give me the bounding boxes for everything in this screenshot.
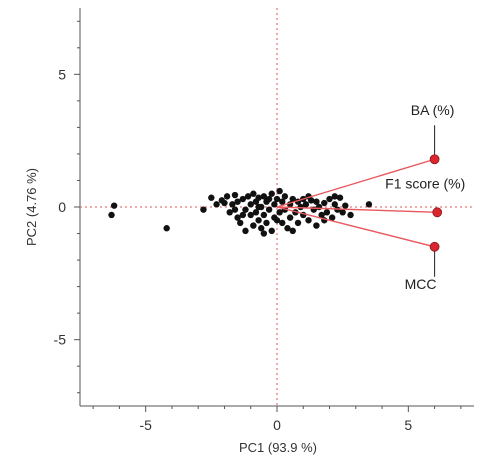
score-point (347, 211, 354, 219)
score-point (281, 193, 289, 200)
x-axis-title: PC1 (93.9 %) (239, 440, 317, 455)
score-point (247, 201, 254, 208)
score-point (323, 209, 331, 216)
score-point (234, 214, 241, 221)
score-point (231, 191, 239, 199)
score-point (223, 193, 231, 200)
loading-vector-line (276, 206, 435, 248)
score-point (321, 199, 328, 207)
loading-label: F1 score (%) (385, 175, 465, 191)
score-point (250, 190, 257, 197)
score-point (297, 203, 304, 211)
score-point (221, 199, 228, 207)
score-point (302, 201, 310, 208)
score-point (336, 194, 344, 201)
x-tick-label: 5 (404, 417, 412, 433)
score-point (255, 217, 262, 224)
y-tick-label: -5 (54, 332, 67, 348)
score-point (213, 201, 220, 208)
loading-vector-line (276, 158, 435, 208)
score-point (265, 206, 273, 213)
score-point (242, 206, 249, 213)
score-point (284, 225, 291, 232)
y-tick-label: 0 (58, 199, 66, 215)
score-point (260, 230, 268, 237)
score-point (108, 211, 115, 219)
score-point (252, 209, 260, 216)
score-point (276, 209, 283, 216)
score-point (268, 227, 275, 235)
score-point (247, 211, 254, 219)
score-point (200, 206, 207, 213)
loading-label: BA (%) (411, 102, 455, 118)
score-point (237, 219, 244, 227)
score-point (263, 219, 270, 227)
score-point (318, 211, 325, 219)
y-axis-title: PC2 (4.76 %) (24, 168, 39, 246)
score-point (242, 227, 249, 235)
loading-vectors: BA (%) F1 score (%) MCC (276, 102, 465, 292)
score-point (339, 209, 346, 216)
score-point (255, 194, 262, 201)
score-point (305, 217, 312, 224)
loading-vector-tip (429, 241, 440, 252)
score-point (260, 211, 268, 219)
axes: -5 0 5 -5 0 5 (54, 8, 474, 433)
score-point (268, 190, 275, 197)
score-point (315, 203, 323, 211)
score-point (208, 194, 215, 201)
score-point (239, 211, 247, 219)
loading-label: MCC (405, 276, 437, 292)
score-point (331, 193, 338, 200)
score-point (313, 222, 320, 229)
score-point (313, 198, 320, 205)
score-point (258, 225, 265, 232)
score-point (289, 227, 296, 235)
score-point (273, 195, 281, 203)
score-point (250, 222, 257, 229)
score-point (229, 201, 236, 208)
score-point (342, 202, 349, 209)
score-point (289, 195, 296, 203)
score-point (365, 201, 373, 208)
y-tick-label: 5 (58, 66, 66, 82)
loading-vector-tip (432, 207, 443, 218)
score-point (110, 202, 118, 209)
score-point (260, 193, 268, 200)
score-point (331, 201, 338, 208)
x-tick-label: 0 (273, 417, 281, 433)
score-point (163, 225, 170, 232)
score-point (231, 206, 239, 213)
score-point (271, 201, 278, 208)
score-point (234, 198, 241, 205)
score-point (276, 187, 283, 195)
score-point (326, 195, 333, 203)
score-point (265, 195, 273, 203)
score-point (244, 193, 252, 200)
loading-vector-line (276, 206, 438, 214)
score-point (279, 198, 286, 205)
score-point (279, 219, 286, 227)
score-point (255, 203, 262, 211)
score-point (294, 219, 302, 227)
x-tick-label: -5 (139, 417, 152, 433)
score-point (286, 214, 294, 221)
loading-vector-tip (429, 154, 440, 165)
score-point (226, 209, 233, 216)
score-point (328, 214, 336, 221)
score-point (273, 217, 281, 224)
score-points (108, 187, 373, 237)
score-point (239, 195, 247, 203)
